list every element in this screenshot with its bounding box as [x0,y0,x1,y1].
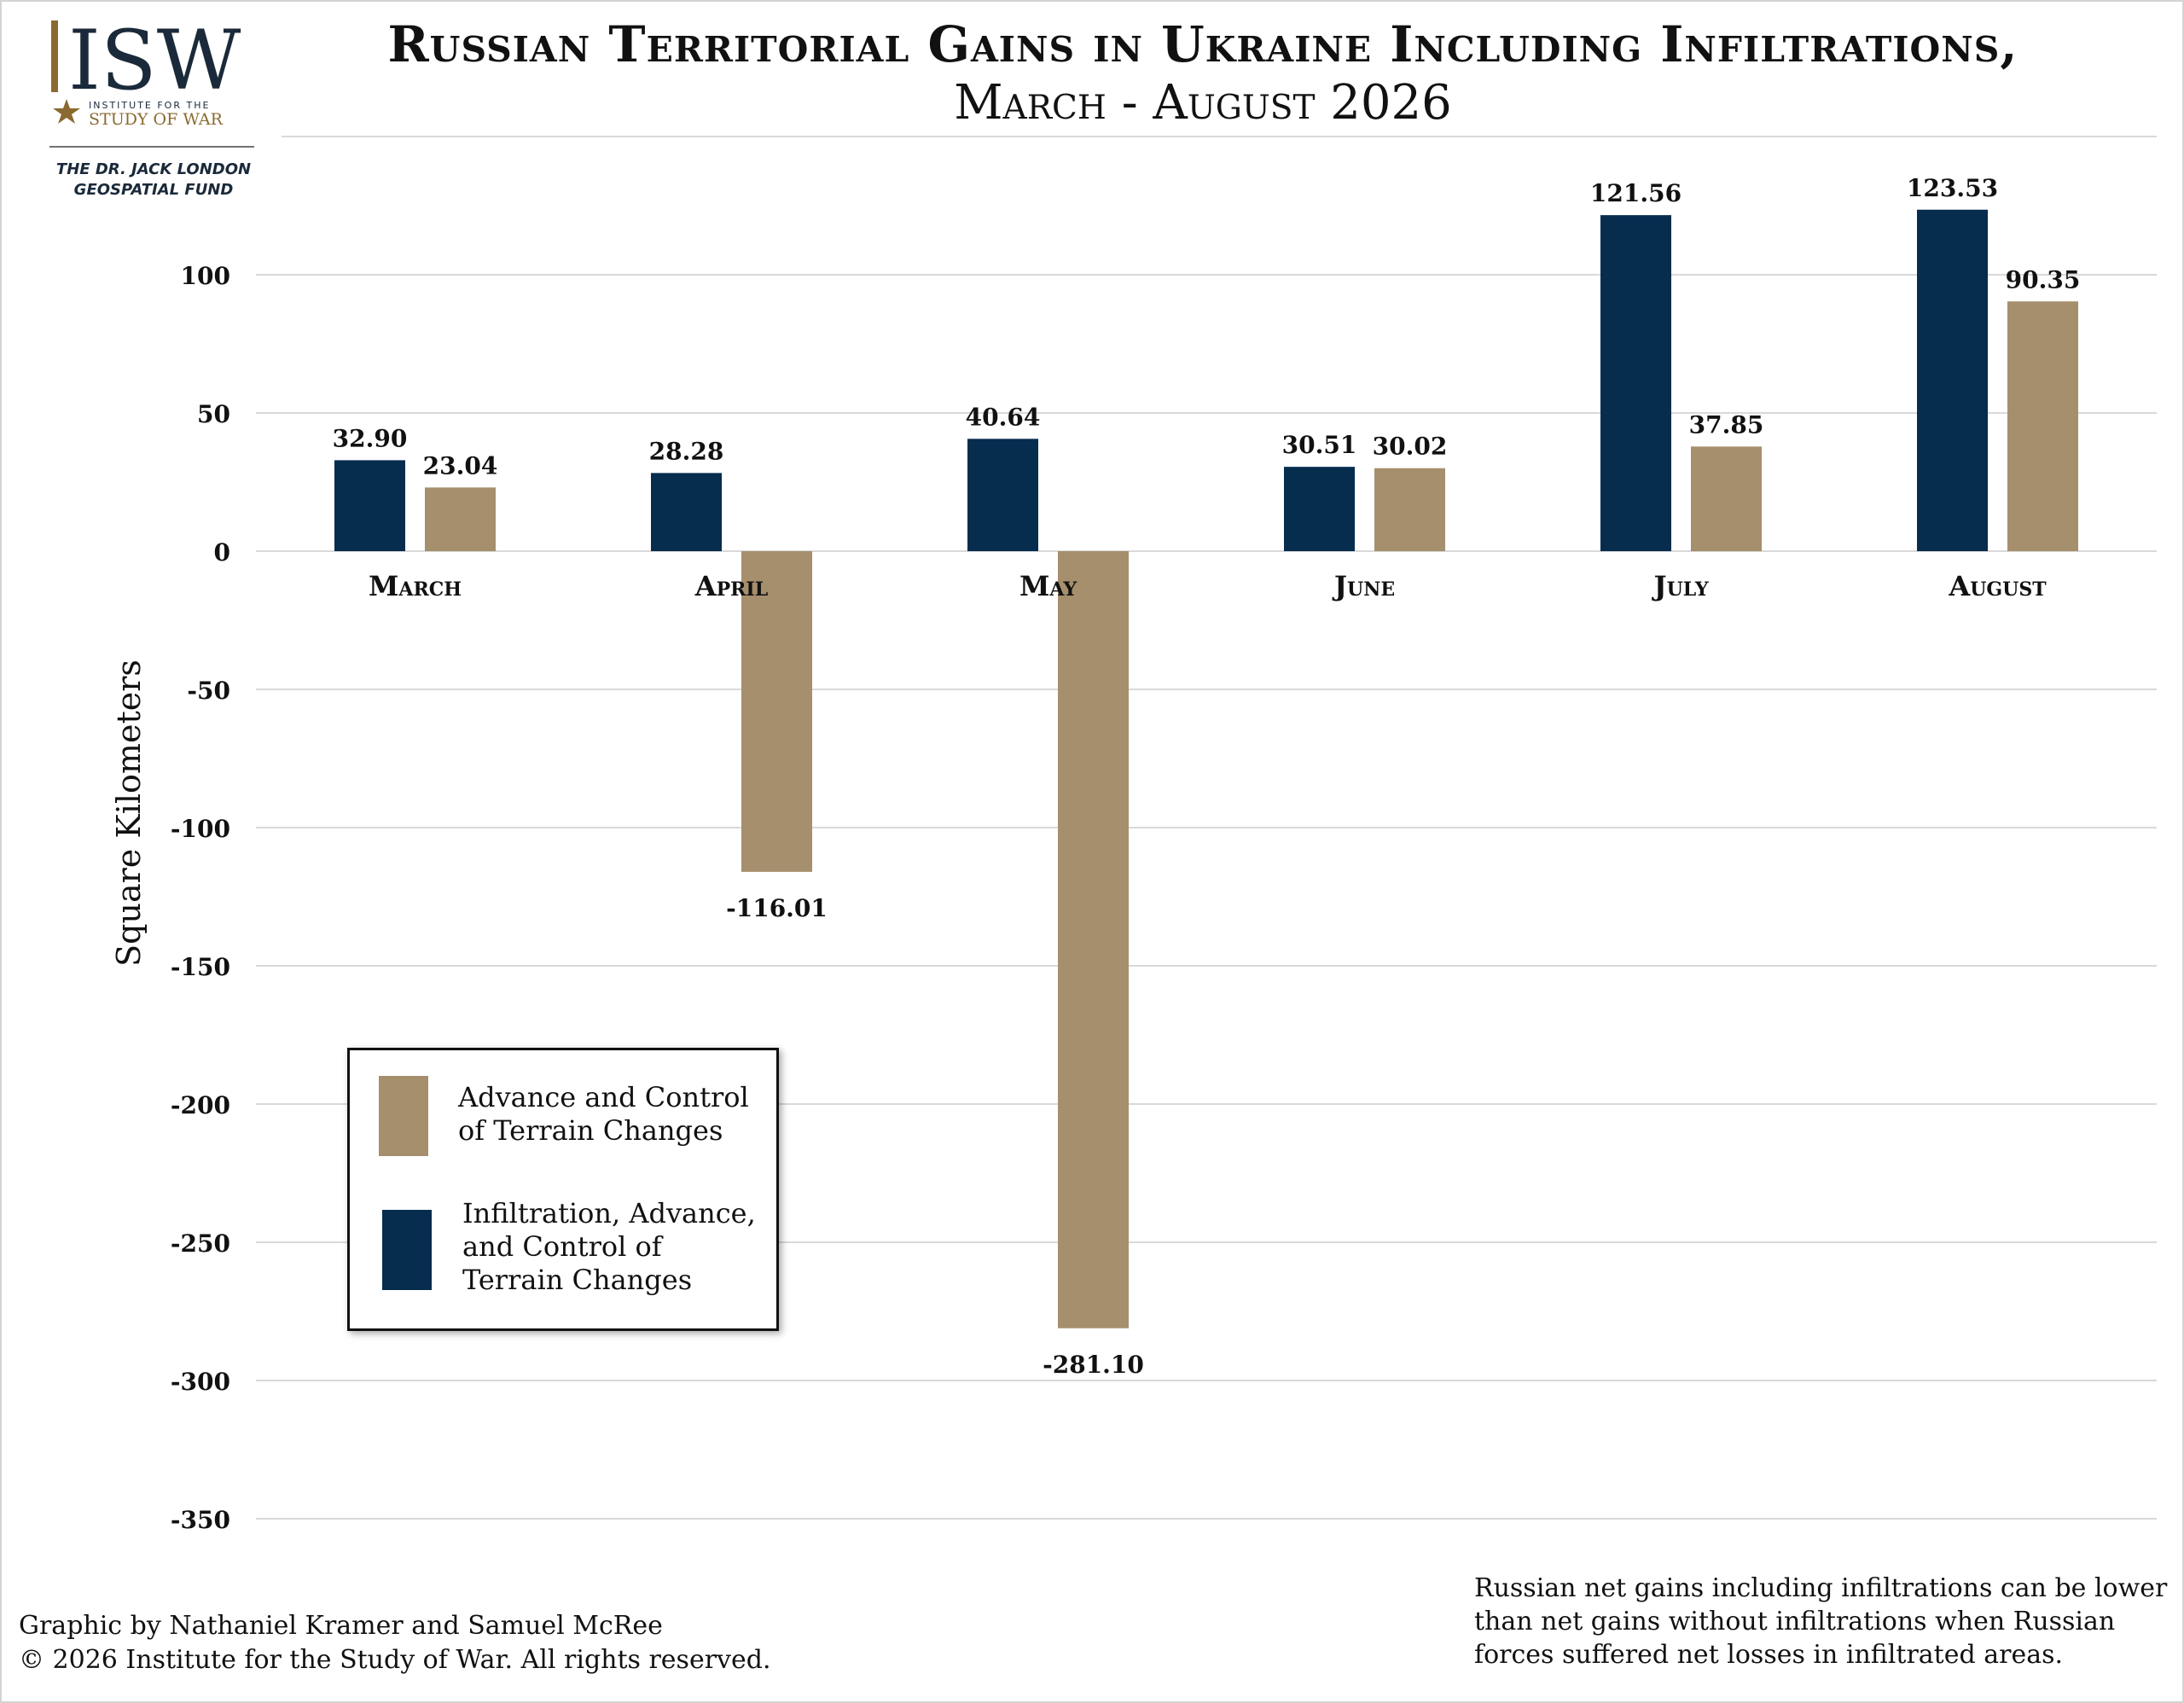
bar-advance [1691,446,1762,551]
legend-label-infiltration: Infiltration, Advance, and Control of Te… [462,1197,756,1296]
data-label: 90.35 [2006,265,2081,294]
y-tick-label: 50 [197,400,230,428]
category-label: August [1948,570,2047,602]
data-label: 123.53 [1907,174,1998,202]
credit-line-copyright: © 2026 Institute for the Study of War. A… [19,1645,771,1675]
data-label: 30.02 [1373,433,1448,461]
data-label: -281.10 [1043,1351,1144,1379]
bar-infiltration [651,473,722,551]
y-tick-label: -350 [171,1506,230,1534]
bar-advance [1374,468,1445,551]
data-label: 28.28 [649,437,724,465]
data-label: 121.56 [1590,179,1682,207]
category-label: July [1651,570,1708,602]
footnote-line: forces suffered net losses in infiltrate… [1474,1640,2064,1670]
bar-advance [425,487,496,551]
y-tick-label: -150 [171,953,230,981]
y-tick-label: -250 [171,1229,230,1258]
logo-letters: ISW [68,17,241,108]
y-tick-label: -50 [187,677,230,705]
data-label: 30.51 [1282,431,1357,459]
bar-advance [1058,551,1129,1328]
fund-line1: THE DR. JACK LONDON [56,160,251,178]
category-label: March [369,570,462,602]
logo-line1: INSTITUTE FOR THE [89,100,210,111]
footnote-line: than net gains without infiltrations whe… [1474,1607,2116,1636]
data-label: 40.64 [966,403,1041,431]
category-label: April [694,570,768,602]
y-axis-title: Square Kilometers [110,660,148,967]
category-label: May [1019,570,1077,602]
data-label: 37.85 [1689,410,1764,439]
grid-layer [256,274,2157,1520]
category-labels: March April May June July August [369,570,2047,602]
legend-swatch-advance [379,1076,428,1156]
y-tick-label: -200 [171,1091,230,1119]
bar-advance [741,551,812,872]
data-label: 23.04 [423,451,498,480]
y-tick-label: -300 [171,1368,230,1396]
y-tick-label: 100 [181,262,230,290]
y-tick-label: 0 [214,538,230,567]
bar-infiltration [1917,209,1988,551]
footnote-line: Russian net gains including infiltration… [1474,1573,2168,1603]
chart-subtitle: March - August 2026 [954,75,1452,131]
star-icon [53,99,80,124]
footnote: Russian net gains including infiltration… [1474,1572,2168,1671]
credits: Graphic by Nathaniel Kramer and Samuel M… [19,1609,770,1677]
chart-title: Russian Territorial Gains in Ukraine Inc… [387,15,2018,73]
bar-infiltration [1600,215,1671,551]
credit-line-authors: Graphic by Nathaniel Kramer and Samuel M… [19,1611,663,1641]
bar-infiltration [967,439,1038,551]
isw-logo: ISW INSTITUTE FOR THE STUDY OF WAR THE D… [49,13,263,205]
bar-advance [2007,301,2078,551]
chart-legend: Advance and Control of Terrain Changes I… [347,1048,779,1331]
bar-infiltration [1284,467,1355,551]
y-tick-labels: 100 50 0 -50 -100 -150 -200 -250 -300 -350 [171,262,230,1534]
data-label: 32.90 [333,424,408,452]
fund-line2: GEOSPATIAL FUND [74,181,234,199]
data-labels: 32.90 23.04 28.28 -116.01 40.64 -281.10 30.51 3… [333,174,2081,1379]
y-tick-label: -100 [171,815,230,843]
bars [334,209,2078,1328]
legend-swatch-infiltration [382,1210,432,1290]
category-label: June [1332,570,1395,602]
bar-infiltration [334,460,405,551]
legend-label-advance: Advance and Control of Terrain Changes [458,1081,749,1147]
logo-line2: STUDY OF WAR [89,110,224,129]
data-label: -116.01 [726,894,828,922]
